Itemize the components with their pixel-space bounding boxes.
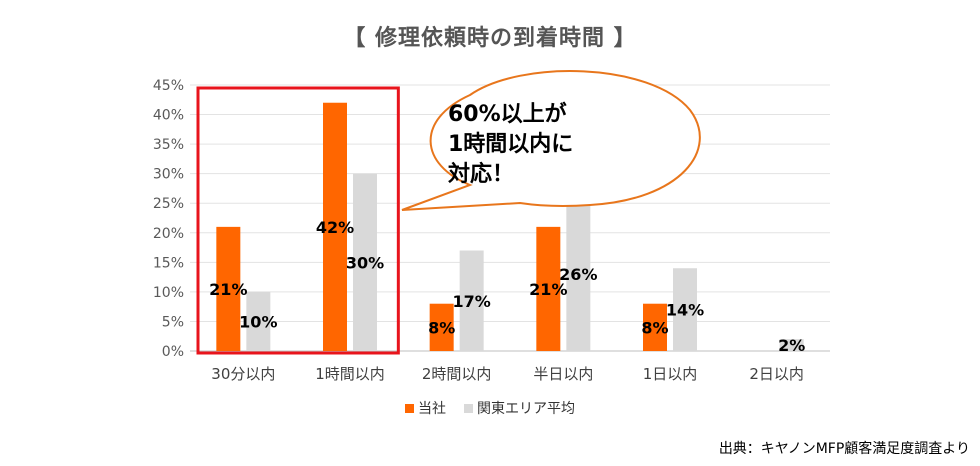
chart-title: 【 修理依頼時の到着時間 】: [343, 26, 637, 51]
source-note: 出典：キヤノンMFP顧客満足度調査より: [718, 441, 970, 457]
y-tick-label: 40%: [153, 108, 184, 124]
bar-kanto-average: [566, 197, 591, 351]
legend-label-ours: 当社: [418, 401, 446, 417]
x-tick-label: 1時間以内: [315, 365, 385, 383]
legend-swatch-ours: [405, 403, 414, 413]
bar-ours: [323, 102, 347, 351]
x-tick-label: 30分以内: [211, 365, 275, 383]
bar-kanto-average: [673, 268, 697, 351]
data-label-kanto-average: 10%: [239, 312, 277, 331]
bar-ours: [536, 226, 561, 351]
callout-line-2: 1時間以内に: [448, 132, 574, 157]
x-tick-label: 2日以内: [749, 365, 804, 383]
callout-line-1: 60%以上が: [448, 102, 567, 127]
data-label-ours: 8%: [428, 318, 455, 337]
bar-kanto-average: [459, 250, 484, 351]
bar-ours: [643, 303, 667, 351]
bar-kanto-average: [779, 339, 804, 351]
y-tick-label: 10%: [153, 285, 184, 301]
y-tick-label: 5%: [162, 314, 184, 330]
y-tick-label: 45%: [153, 78, 184, 94]
y-tick-label: 15%: [153, 255, 184, 271]
data-label-kanto-average: 2%: [778, 336, 805, 355]
data-label-ours: 8%: [641, 318, 668, 337]
data-label-kanto-average: 26%: [559, 265, 597, 284]
bar-ours: [216, 226, 241, 351]
legend-item-ours: 当社: [405, 398, 446, 418]
data-label-kanto-average: 17%: [453, 292, 491, 311]
legend: 当社 関東エリア平均: [0, 398, 980, 418]
y-tick-label: 0%: [162, 344, 184, 360]
data-label-kanto-average: 14%: [666, 301, 704, 320]
data-label-kanto-average: 30%: [346, 253, 384, 272]
highlight-box: [196, 86, 400, 355]
callout-bubble: [401, 70, 701, 211]
data-label-ours: 21%: [529, 280, 567, 299]
data-label-ours: 42%: [316, 218, 354, 237]
bar-ours: [429, 303, 454, 351]
x-tick-label: 1日以内: [643, 365, 698, 383]
data-label-ours: 21%: [209, 280, 247, 299]
x-tick-label: 半日以内: [533, 365, 593, 383]
legend-label-kanto-average: 関東エリア平均: [477, 401, 575, 417]
legend-swatch-kanto-average: [464, 403, 473, 413]
y-tick-label: 30%: [153, 167, 184, 183]
bar-kanto-average: [246, 291, 271, 351]
y-tick-label: 20%: [153, 226, 184, 242]
callout-line-3: 対応！: [448, 162, 515, 187]
bar-kanto-average: [353, 173, 377, 351]
y-tick-label: 25%: [153, 196, 184, 212]
callout-text: 60%以上が 1時間以内に 対応！: [448, 100, 668, 190]
legend-item-kanto-average: 関東エリア平均: [464, 398, 575, 418]
x-tick-label: 2時間以内: [422, 365, 492, 383]
y-tick-label: 35%: [153, 137, 184, 153]
